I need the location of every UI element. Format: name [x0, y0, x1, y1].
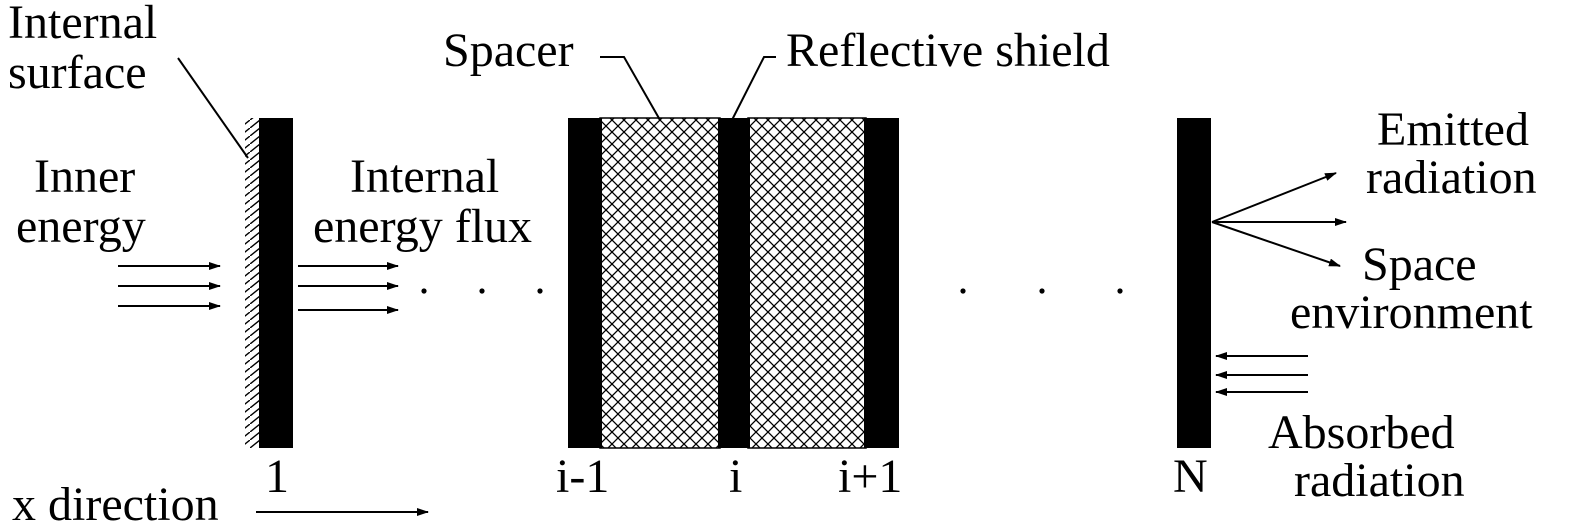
- space-environment-label: Space environment: [1290, 238, 1533, 339]
- inner-energy-arrows: [118, 262, 221, 310]
- emitted-radiation-arrows: [1211, 172, 1347, 267]
- reflective-shield-leader: [731, 56, 776, 121]
- layer-index-1: 1: [265, 450, 289, 503]
- shield-layer-n: [1177, 118, 1211, 448]
- spacer-label: Spacer: [443, 24, 574, 77]
- shield-layer-1: [259, 118, 293, 448]
- x-direction-label: x direction: [12, 478, 219, 531]
- absorbed-radiation-label: Absorbed radiation: [1268, 406, 1467, 507]
- middle-layer-stack: [568, 117, 899, 449]
- inner-energy-label: Inner energy: [16, 150, 147, 253]
- layer-index-i-plus-1: i+1: [838, 450, 902, 503]
- spacer-right: [747, 117, 867, 449]
- layer-index-i: i: [729, 450, 742, 503]
- absorbed-radiation-arrows: [1215, 352, 1308, 396]
- internal-surface-leader: [177, 57, 249, 159]
- internal-energy-flux-label: Internal energy flux: [313, 150, 532, 253]
- ellipsis-right: [960, 288, 1123, 294]
- layer-index-n: N: [1173, 450, 1208, 503]
- internal-surface-hatch: [245, 118, 260, 448]
- spacer-left: [599, 117, 721, 449]
- emitted-radiation-label: Emitted radiation: [1366, 103, 1541, 204]
- ellipsis-left: [421, 288, 543, 294]
- shield-layer-i-plus-1: [864, 118, 899, 448]
- reflective-shield-label: Reflective shield: [786, 24, 1110, 77]
- spacer-leader: [600, 56, 661, 121]
- internal-surface-layer: [245, 118, 293, 448]
- internal-surface-label: Internal surface: [8, 0, 169, 99]
- internal-energy-flux-arrows: [298, 262, 399, 314]
- layer-index-i-minus-1: i-1: [556, 450, 609, 503]
- shield-layer-i-minus-1: [568, 118, 602, 448]
- shield-layer-i: [718, 118, 750, 448]
